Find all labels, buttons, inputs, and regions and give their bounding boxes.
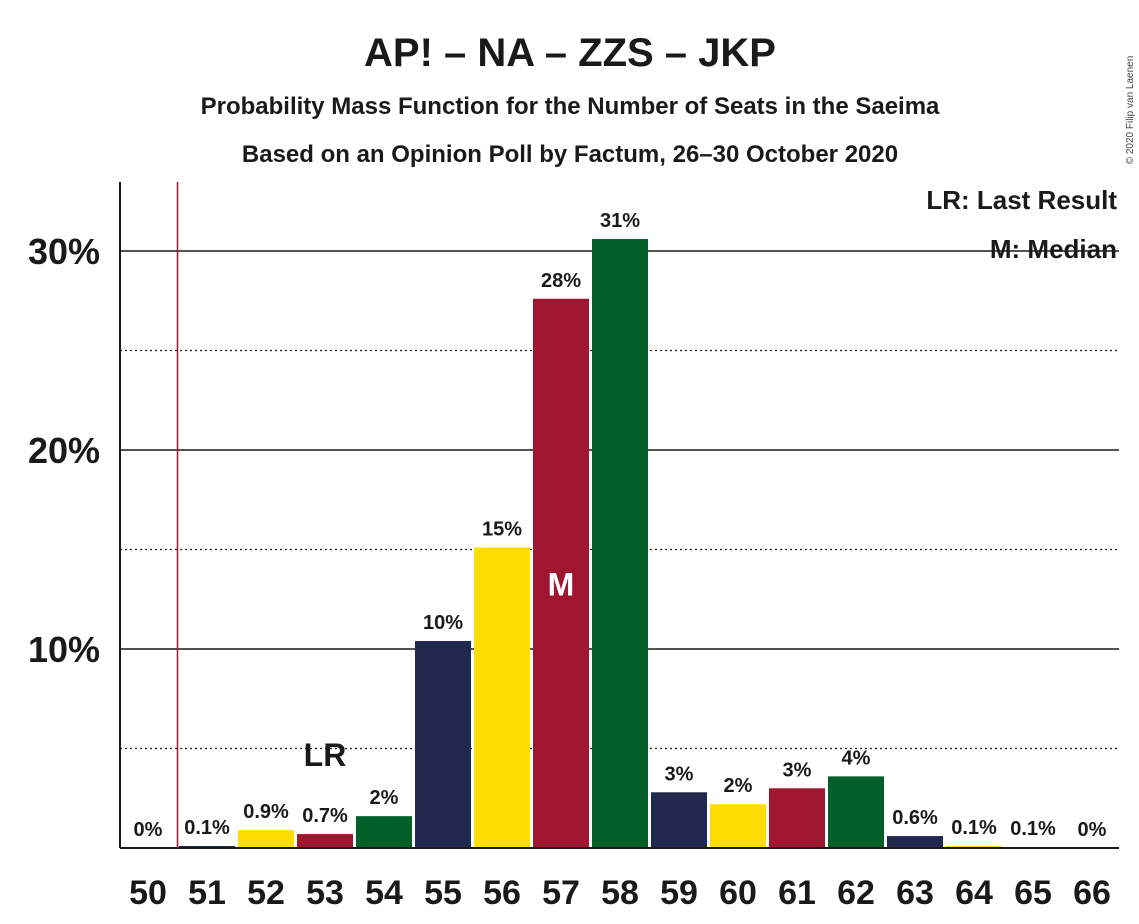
legend-last-result: LR: Last Result — [926, 185, 1117, 215]
data-label-seat-58: 31% — [600, 210, 640, 232]
x-tick-label: 53 — [306, 874, 344, 912]
x-tick-label: 57 — [542, 874, 580, 912]
bar-seat-63 — [887, 836, 943, 848]
data-label-seat-61: 3% — [783, 759, 812, 781]
bar-seat-59 — [651, 792, 707, 848]
y-tick-label: 30% — [28, 231, 100, 272]
x-tick-label: 63 — [896, 874, 934, 912]
chart-title: AP! – NA – ZZS – JKP — [364, 31, 776, 75]
data-label-seat-50: 0% — [134, 819, 163, 841]
bar-seat-56 — [474, 547, 530, 848]
x-tick-label: 51 — [188, 874, 226, 912]
data-label-seat-54: 2% — [370, 787, 399, 809]
x-tick-label: 64 — [955, 874, 993, 912]
y-tick-label: 10% — [28, 629, 100, 670]
bar-seat-58 — [592, 239, 648, 848]
x-tick-label: 58 — [601, 874, 639, 912]
bar-seat-62 — [828, 776, 884, 848]
data-label-seat-57: 28% — [541, 270, 581, 292]
chart-subtitle-poll: Based on an Opinion Poll by Factum, 26–3… — [242, 141, 898, 168]
x-tick-label: 56 — [483, 874, 521, 912]
copyright-note: © 2020 Filip van Laenen — [1125, 56, 1136, 165]
data-label-seat-65: 0.1% — [1010, 818, 1056, 840]
y-tick-label: 20% — [28, 430, 100, 471]
x-tick-label: 62 — [837, 874, 875, 912]
chart-subtitle: Probability Mass Function for the Number… — [201, 93, 940, 120]
bars — [179, 239, 1061, 848]
data-label-seat-56: 15% — [482, 519, 522, 541]
data-label-seat-52: 0.9% — [243, 801, 289, 823]
data-labels: 0% 0.1% 0.9% 0.7% 2% 10% 15% 28% 31% 3% 2% 3% 4% 0.6%… — [134, 210, 1107, 841]
x-tick-label: 52 — [247, 874, 285, 912]
data-label-seat-63: 0.6% — [892, 807, 938, 829]
last-result-marker: LR — [304, 737, 347, 773]
bar-seat-57 — [533, 298, 589, 848]
x-tick-label: 61 — [778, 874, 816, 912]
data-label-seat-66: 0% — [1078, 819, 1107, 841]
bar-seat-52 — [238, 830, 294, 848]
bar-seat-55 — [415, 641, 471, 848]
data-label-seat-60: 2% — [724, 775, 753, 797]
x-tick-label: 55 — [424, 874, 462, 912]
legend-median: M: Median — [990, 234, 1117, 264]
data-label-seat-53: 0.7% — [302, 805, 348, 827]
x-axis-ticks: 50 51 52 53 54 55 56 57 58 59 60 61 62 63 64 65 66 — [129, 874, 1111, 912]
x-tick-label: 65 — [1014, 874, 1052, 912]
y-axis-ticks: 10% 20% 30% — [28, 231, 100, 670]
data-label-seat-62: 4% — [842, 747, 871, 769]
bar-seat-54 — [356, 816, 412, 848]
x-tick-label: 59 — [660, 874, 698, 912]
bar-seat-53 — [297, 834, 353, 848]
data-label-seat-51: 0.1% — [184, 817, 230, 839]
x-tick-label: 54 — [365, 874, 403, 912]
x-tick-label: 66 — [1073, 874, 1111, 912]
median-marker: M — [548, 566, 575, 602]
data-label-seat-55: 10% — [423, 612, 463, 634]
x-tick-label: 60 — [719, 874, 757, 912]
bar-seat-60 — [710, 804, 766, 848]
data-label-seat-64: 0.1% — [951, 817, 997, 839]
bar-seat-61 — [769, 788, 825, 848]
x-tick-label: 50 — [129, 874, 167, 912]
data-label-seat-59: 3% — [665, 763, 694, 785]
